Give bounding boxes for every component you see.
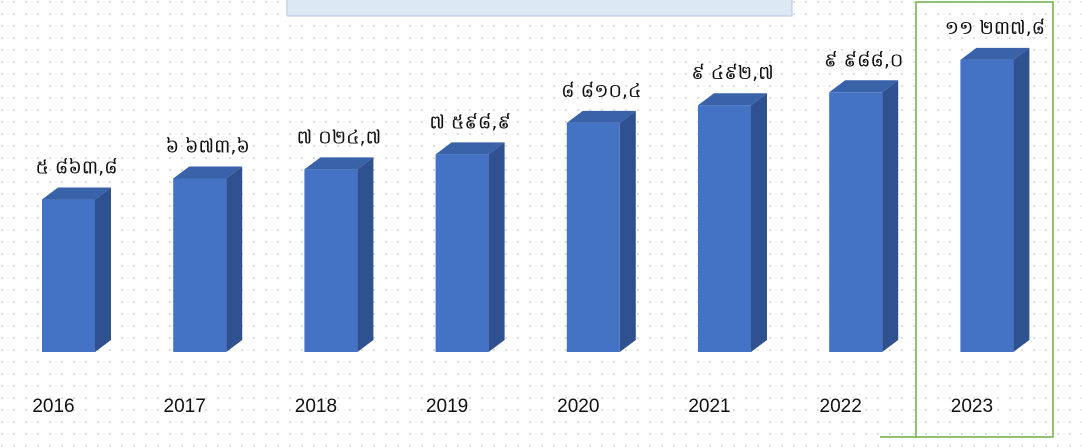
bar-top — [829, 80, 899, 93]
value-label: ៨ ៨១០,៤ — [561, 80, 641, 102]
bar-side — [488, 142, 505, 352]
bar — [698, 105, 751, 353]
value-label: ៩ ៤៩២,៧ — [691, 62, 773, 84]
value-label: ៥ ៨៦៣,៨ — [35, 157, 117, 179]
bar — [566, 122, 620, 353]
bar — [173, 178, 227, 352]
bar-top — [566, 110, 636, 123]
bar — [435, 154, 489, 352]
bar — [960, 59, 1014, 352]
value-label: ១១ ២៣៧,៨ — [945, 17, 1046, 39]
x-tick-label: 2023 — [951, 396, 993, 417]
x-tick-label: 2019 — [426, 396, 468, 417]
bar — [304, 169, 358, 352]
x-tick-label: 2020 — [557, 396, 599, 417]
x-tick-label: 2016 — [32, 396, 74, 417]
bar-top — [435, 142, 505, 155]
bar-top — [304, 157, 374, 170]
bar-side — [882, 80, 899, 352]
value-label: ៦ ៦៧៣,៦ — [166, 135, 250, 157]
bar-side — [619, 110, 636, 353]
bar-top — [173, 166, 243, 179]
value-label: ៧ ០២៤,៧ — [297, 126, 382, 148]
x-tick-label: 2021 — [688, 396, 730, 417]
bar-side — [357, 157, 374, 352]
x-tick-label: 2017 — [164, 396, 206, 417]
x-tick-label: 2022 — [820, 396, 862, 417]
bar — [829, 92, 883, 352]
bar-side — [226, 166, 243, 352]
bar-side — [751, 93, 767, 353]
value-label: ៧ ៥៩៨,៩ — [429, 111, 510, 133]
value-label: ៩ ៩៨៨,០ — [824, 49, 903, 71]
highlight-frame — [915, 1, 1054, 438]
x-tick-label: 2018 — [295, 396, 337, 417]
bar-top — [960, 47, 1030, 60]
title-box — [286, 0, 793, 17]
bar — [42, 199, 95, 352]
bar-top — [698, 93, 767, 106]
bar-top — [42, 187, 111, 200]
bar-side — [95, 187, 111, 352]
bar-side — [1013, 47, 1030, 352]
